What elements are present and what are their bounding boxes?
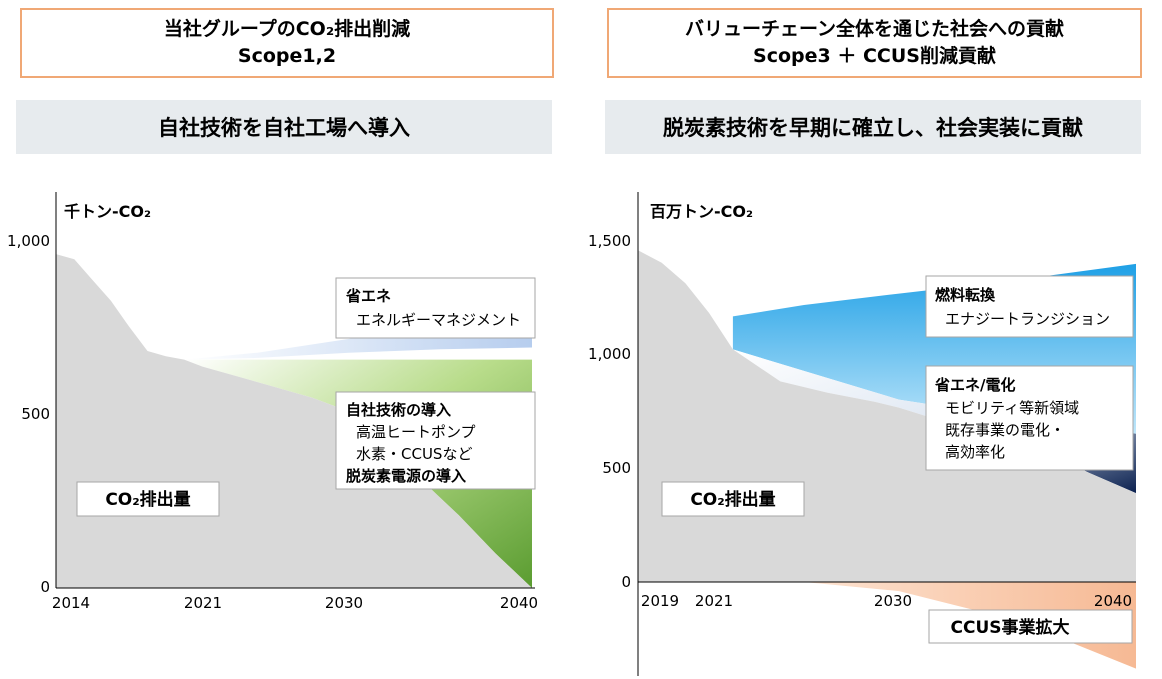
left-unit-label: 千トン-CO₂ bbox=[64, 202, 151, 221]
left-x-tick-2014: 2014 bbox=[52, 594, 90, 612]
right-y-tick-0: 0 bbox=[621, 573, 631, 591]
right-x-tick-2040: 2040 bbox=[1094, 592, 1132, 610]
left-energy-callout-title: 省エネ bbox=[345, 287, 391, 305]
left-band: 自社技術を自社工場へ導入 bbox=[16, 100, 552, 154]
right-title-line2: Scope3 ＋ CCUS削減貢献 bbox=[753, 45, 996, 67]
right-emission-label-box bbox=[661, 481, 805, 517]
left-tech-callout-line1: 高温ヒートポンプ bbox=[356, 423, 476, 441]
left-chart: 千トン-CO₂ 1,000 500 0 2014 2021 2030 2040 … bbox=[7, 192, 538, 612]
right-fuel-callout-title: 燃料転換 bbox=[935, 286, 996, 304]
left-energy-callout-box bbox=[335, 277, 536, 339]
right-title-box: バリューチェーン全体を通じた社会への貢献 Scope3 ＋ CCUS削減貢献 bbox=[607, 8, 1142, 78]
left-title-line1: 当社グループのCO₂排出削減 bbox=[163, 18, 411, 40]
left-y-tick-0: 0 bbox=[40, 578, 50, 596]
left-y-tick-500: 500 bbox=[21, 405, 50, 423]
right-y-tick-1000: 1,000 bbox=[588, 345, 631, 363]
left-tech-callout-box bbox=[335, 391, 536, 490]
right-ccus-label: CCUS事業拡大 bbox=[951, 617, 1070, 638]
right-band: 脱炭素技術を早期に確立し、社会実装に貢献 bbox=[605, 100, 1141, 154]
right-x-tick-2019: 2019 bbox=[641, 592, 679, 610]
right-emission-label: CO₂排出量 bbox=[690, 489, 775, 510]
left-tech-callout-title2: 脱炭素電源の導入 bbox=[346, 467, 466, 485]
right-unit-label: 百万トン-CO₂ bbox=[650, 202, 753, 221]
right-elec-callout-line2: 既存事業の電化・ bbox=[945, 421, 1065, 439]
right-title-line1: バリューチェーン全体を通じた社会への貢献 bbox=[684, 18, 1065, 40]
left-emission-label-box bbox=[76, 481, 220, 517]
left-tech-callout-title: 自社技術の導入 bbox=[346, 401, 451, 419]
left-tech-callout-line2: 水素・CCUSなど bbox=[356, 445, 472, 463]
right-ccus-area bbox=[804, 582, 1136, 669]
left-y-tick-1000: 1,000 bbox=[7, 232, 50, 250]
right-y-tick-500: 500 bbox=[602, 459, 631, 477]
right-fuel-callout-box bbox=[925, 275, 1134, 338]
right-elec-callout-title: 省エネ/電化 bbox=[934, 376, 1015, 394]
left-x-tick-2040: 2040 bbox=[500, 594, 538, 612]
left-x-tick-2030: 2030 bbox=[325, 594, 363, 612]
left-energy-callout-line: エネルギーマネジメント bbox=[356, 311, 521, 329]
right-electrification-area bbox=[732, 349, 1136, 494]
left-x-tick-2021: 2021 bbox=[184, 594, 222, 612]
right-elec-callout-line1: モビリティ等新領域 bbox=[945, 399, 1079, 417]
right-elec-callout-box bbox=[925, 365, 1134, 471]
right-x-tick-2021: 2021 bbox=[695, 592, 733, 610]
right-x-tick-2030: 2030 bbox=[874, 592, 912, 610]
right-y-tick-1500: 1,500 bbox=[588, 232, 631, 250]
right-chart: 百万トン-CO₂ 1,500 1,000 500 0 2019 2021 203… bbox=[588, 192, 1136, 676]
left-energy-saving-area bbox=[184, 297, 532, 360]
right-ccus-label-box bbox=[928, 609, 1133, 644]
right-elec-callout-line3: 高効率化 bbox=[945, 443, 1005, 461]
right-fuel-callout-line: エナジートランジション bbox=[945, 310, 1110, 328]
left-title-line2: Scope1,2 bbox=[237, 45, 337, 67]
left-emission-label: CO₂排出量 bbox=[105, 489, 190, 510]
left-title-box: 当社グループのCO₂排出削減 Scope1,2 bbox=[20, 8, 554, 78]
